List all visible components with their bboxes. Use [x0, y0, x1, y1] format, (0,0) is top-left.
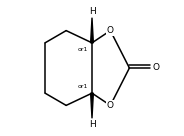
- Polygon shape: [91, 93, 93, 118]
- Text: or1: or1: [78, 84, 88, 89]
- Text: H: H: [89, 120, 95, 129]
- Polygon shape: [91, 18, 93, 43]
- Text: O: O: [107, 101, 114, 110]
- Text: O: O: [107, 26, 114, 35]
- Text: H: H: [89, 7, 95, 16]
- Text: or1: or1: [78, 47, 88, 52]
- Text: O: O: [152, 64, 159, 72]
